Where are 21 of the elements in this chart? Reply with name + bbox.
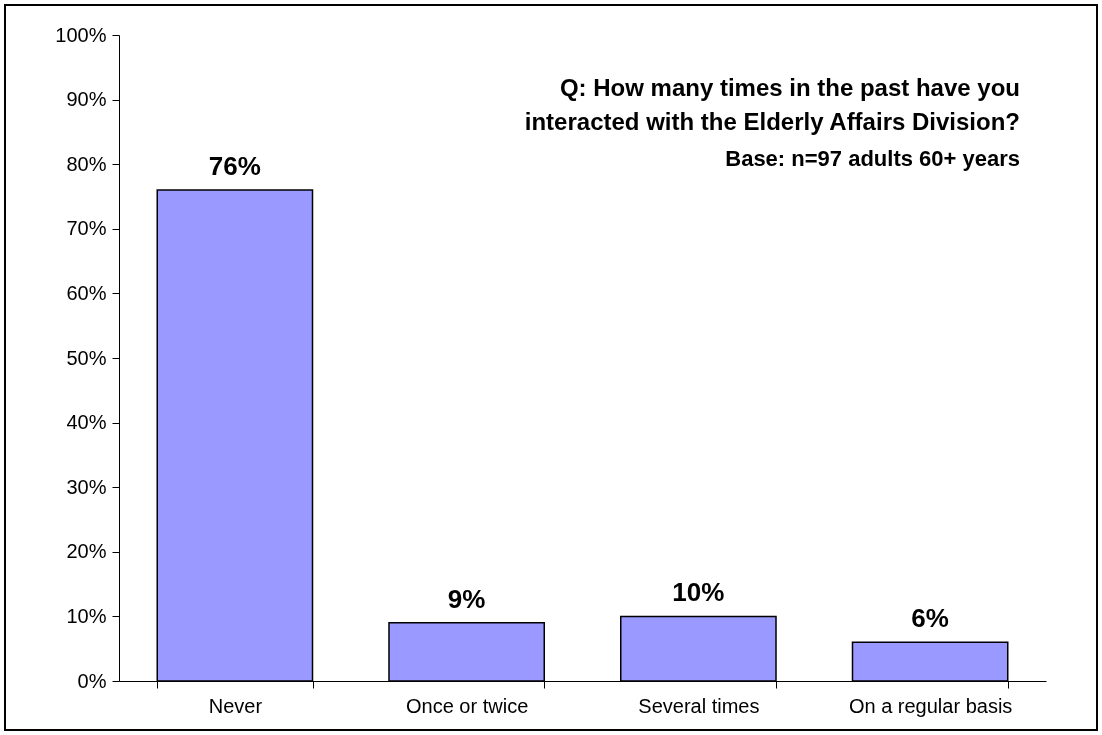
- x-tick-label: Once or twice: [405, 694, 529, 717]
- data-label: 6%: [911, 603, 949, 634]
- y-tick-label: 70%: [66, 217, 107, 240]
- text: Q: How many times in the past have you interacted with the Elderly Affairs Division?: [524, 74, 1020, 135]
- data-label: 76%: [208, 151, 261, 182]
- y-tick-label: 60%: [66, 281, 107, 304]
- y-tick-label: 10%: [66, 604, 107, 627]
- x-tick-label: Several times: [638, 694, 760, 717]
- y-tick-label: 90%: [66, 88, 107, 111]
- y-tick-label: 20%: [66, 540, 107, 563]
- x-tick-label: On a regular basis: [848, 694, 1013, 717]
- y-tick-label: 50%: [66, 346, 107, 369]
- text: Base: n=97 adults 60+ years: [725, 146, 1020, 171]
- y-tick-label: 0%: [77, 669, 107, 692]
- x-tick-label: Never: [208, 694, 263, 717]
- data-label: 10%: [672, 577, 725, 608]
- y-tick-label: 30%: [66, 475, 107, 498]
- data-label: 9%: [447, 583, 486, 614]
- y-tick-label: 80%: [66, 152, 107, 175]
- y-tick-label: 100%: [55, 23, 107, 46]
- y-tick-label: 40%: [66, 411, 107, 434]
